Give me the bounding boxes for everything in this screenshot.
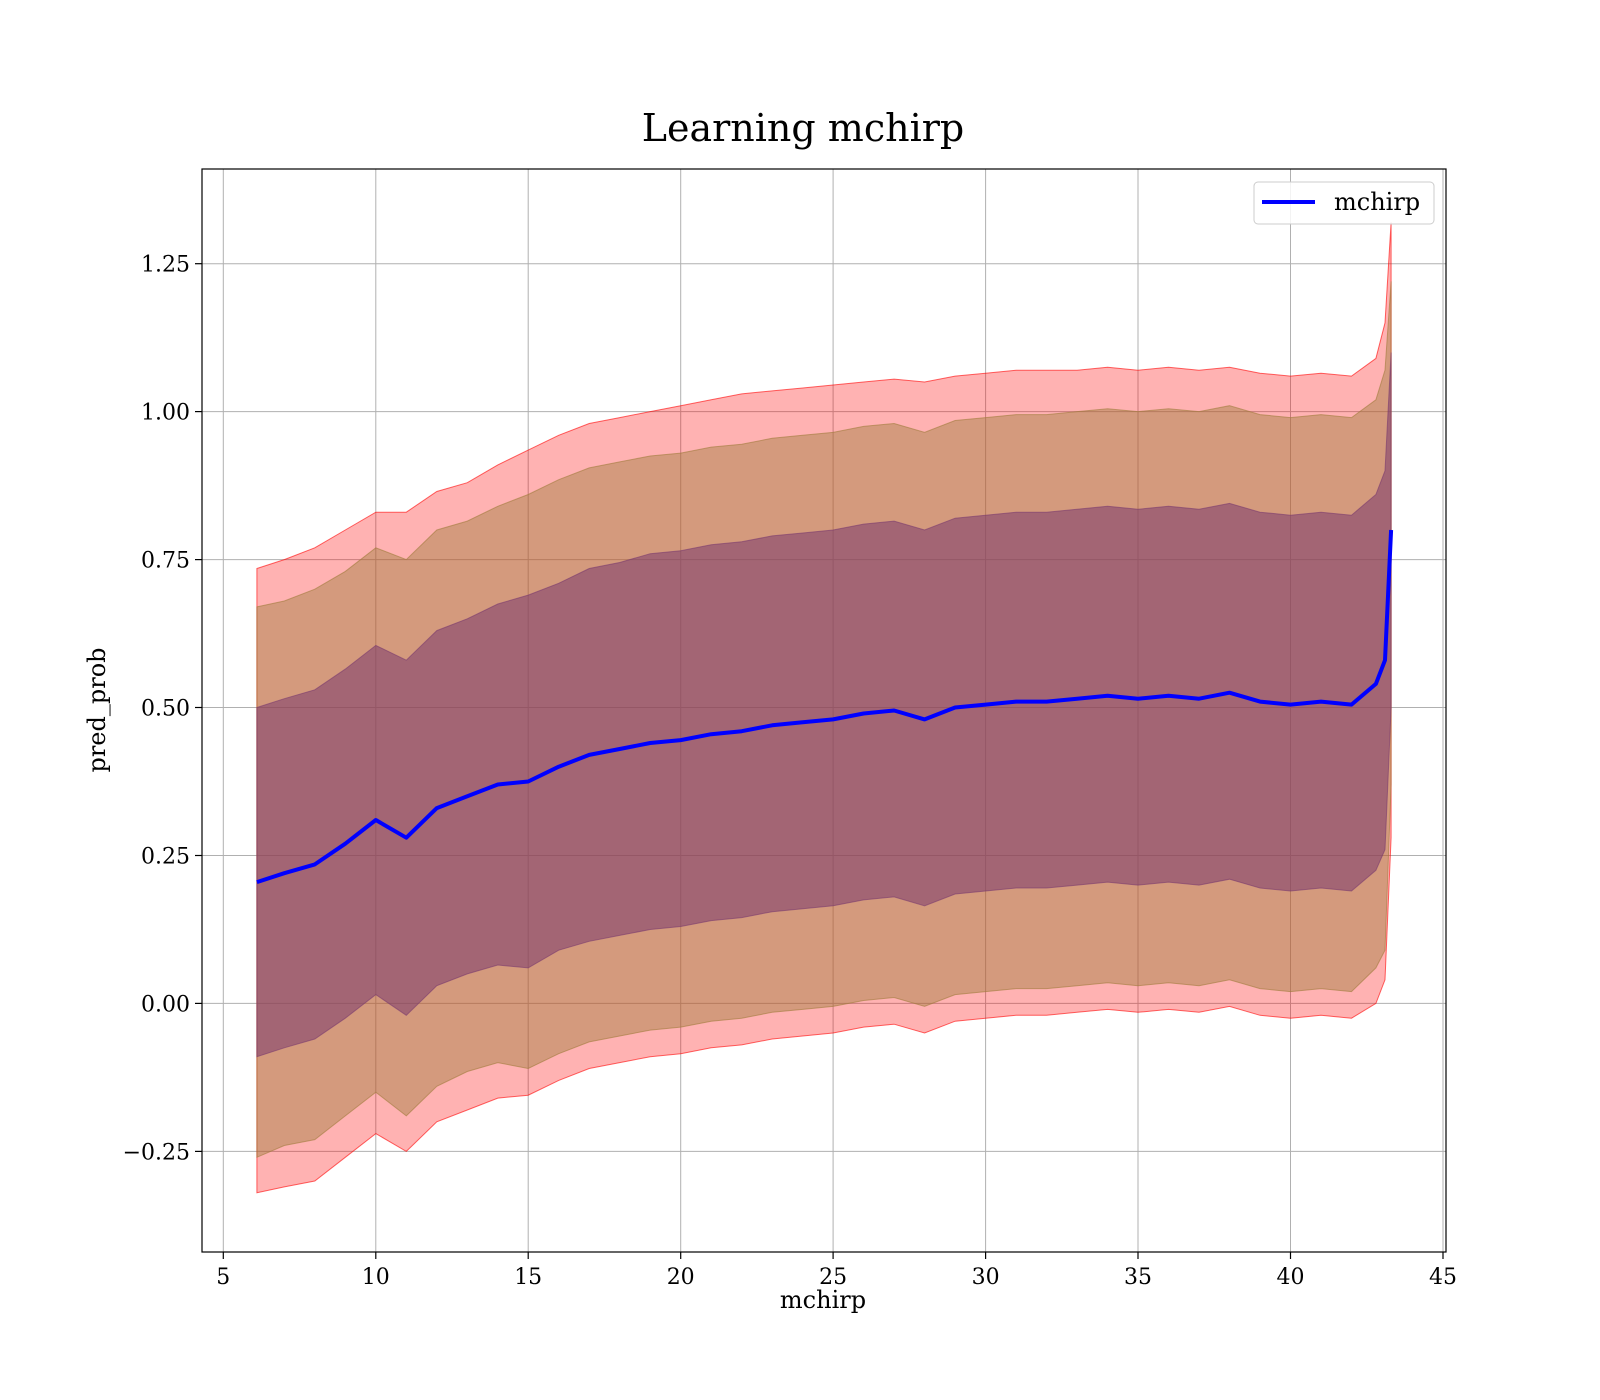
x-axis-label: mchirp: [780, 1286, 866, 1314]
x-tick-label: 5: [216, 1265, 230, 1290]
x-tick-label: 45: [1429, 1265, 1457, 1290]
legend-label: mchirp: [1334, 188, 1420, 216]
series-line: [256, 529, 1394, 885]
y-tick-label: 0.50: [141, 697, 190, 722]
axis-ticks: 5 10 15 20 25 30 35 40 45 −0.25 0.00 0.25 0.50 0.75 1.…: [123, 253, 1457, 1290]
x-tick-label: 40: [1277, 1265, 1305, 1290]
x-tick-label: 25: [819, 1265, 847, 1290]
series-lines: [256, 529, 1394, 885]
y-tick-label: 0.00: [141, 992, 190, 1017]
x-tick-label: 15: [514, 1265, 542, 1290]
y-tick-label: 1.00: [141, 401, 190, 426]
x-tick-label: 10: [362, 1265, 390, 1290]
x-tick-label: 35: [1124, 1265, 1152, 1290]
plot-frame: [201, 168, 1447, 1253]
y-tick-label: 1.25: [141, 253, 190, 278]
legend: mchirp: [1253, 181, 1435, 225]
y-tick-label: −0.25: [123, 1140, 190, 1165]
y-tick-label: 0.75: [141, 549, 190, 574]
y-axis-label: pred_prob: [83, 647, 111, 772]
legend-box: [1253, 181, 1435, 225]
y-tick-label: 0.25: [141, 845, 190, 870]
x-tick-label: 30: [972, 1265, 1000, 1290]
chart-title: Learning mchirp: [642, 106, 964, 150]
band-1-sigma: [256, 352, 1392, 1058]
x-tick-label: 20: [667, 1265, 695, 1290]
